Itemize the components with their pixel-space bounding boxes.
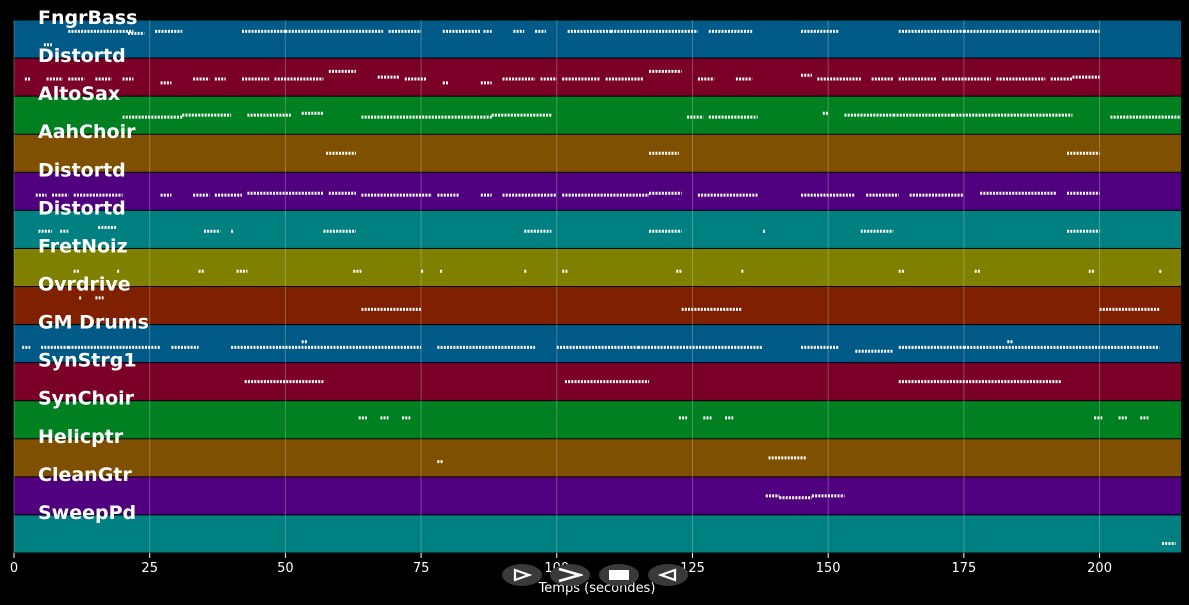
play-button[interactable] [502,564,542,586]
track-band [14,134,1181,172]
track-label: Distortd [38,197,126,219]
labels-layer: FngrBass Distortd AltoSax AahChoir Distortd D… [38,7,149,524]
track-band [14,401,1181,439]
x-tick-label: 175 [951,561,976,576]
x-tick-label: 75 [413,561,430,576]
forward-button[interactable] [550,564,590,586]
track-label: AahChoir [38,121,136,143]
track-label: FretNoiz [38,235,128,257]
track-band [14,477,1181,515]
track-label: CleanGtr [38,464,132,486]
stop-icon [609,570,629,580]
track-label: Ovrdrive [38,274,131,296]
tracks-layer [14,20,1181,553]
track-label: Helicptr [38,426,124,448]
track-band [14,172,1181,210]
track-band [14,58,1181,96]
track-label: SynChoir [38,388,135,410]
track-band [14,20,1181,58]
play-backward-icon [658,568,677,582]
track-band [14,248,1181,286]
track-band [14,439,1181,477]
x-tick-label: 0 [10,561,18,576]
track-label: FngrBass [38,7,137,29]
x-tick-label: 150 [816,561,841,576]
track-label: AltoSax [38,83,120,105]
track-label: SynStrg1 [38,350,137,372]
track-label: GM Drums [38,312,149,334]
play-outline-icon [513,568,532,582]
rewind-button[interactable] [648,564,688,586]
x-tick-label: 50 [277,561,294,576]
track-band [14,210,1181,248]
stop-button[interactable] [599,564,639,586]
track-label: Distortd [38,159,126,181]
notes-layer [22,29,1181,545]
track-band [14,287,1181,325]
x-tick-label: 25 [141,561,158,576]
track-label: SweepPd [38,502,136,524]
track-label: Distortd [38,45,126,67]
track-band [14,515,1181,553]
chevron-right-icon [558,567,583,583]
x-tick-label: 200 [1087,561,1112,576]
grid-layer [13,20,1101,553]
playback-controls [502,564,692,588]
track-band [14,325,1181,363]
